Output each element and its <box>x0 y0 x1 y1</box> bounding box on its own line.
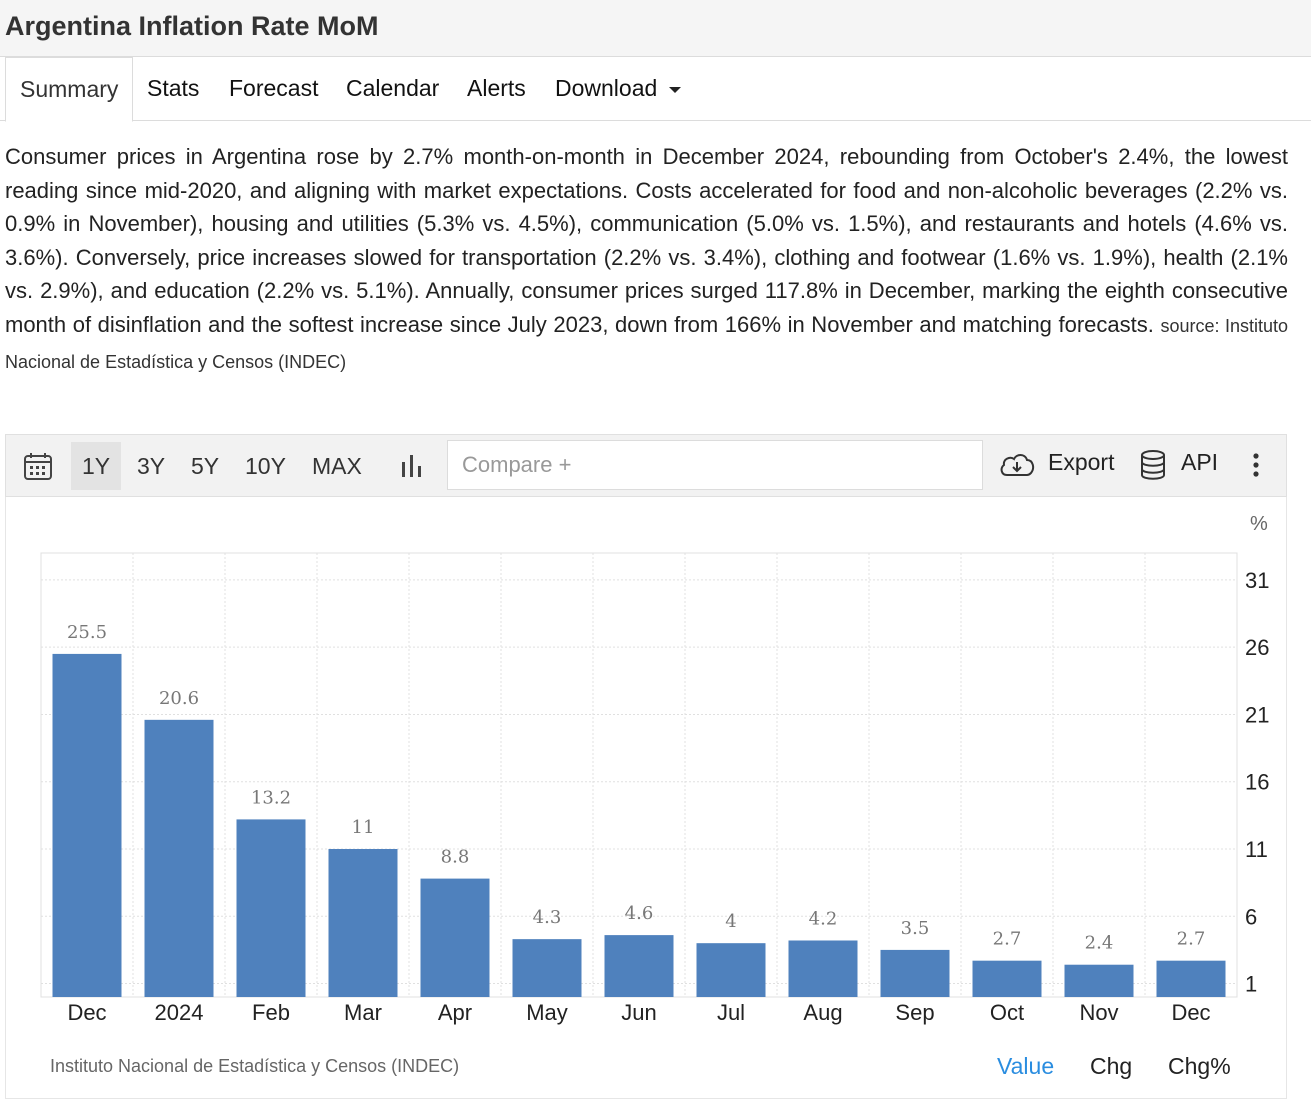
summary-source: source: Instituto Nacional de Estadístic… <box>5 315 1288 372</box>
x-tick-label: Nov <box>1079 1000 1118 1025</box>
bar <box>880 949 950 997</box>
x-tick-label: Dec <box>1171 1000 1210 1025</box>
x-tick-label: Jul <box>717 1000 745 1025</box>
bar-value-label: 25.5 <box>67 622 107 643</box>
bar-value-label: 4.6 <box>625 903 654 924</box>
view-chg-percent-button[interactable]: Chg% <box>1168 1053 1231 1079</box>
bar <box>512 939 582 997</box>
more-vertical-icon[interactable] <box>1249 451 1263 479</box>
export-button[interactable]: Export <box>1048 449 1115 475</box>
x-tick-label: Aug <box>803 1000 842 1025</box>
chevron-down-icon <box>669 86 682 93</box>
tab-download-label: Download <box>555 75 658 101</box>
database-icon[interactable] <box>1139 449 1167 481</box>
range-3y-button[interactable]: 3Y <box>137 453 166 479</box>
y-tick-label: 26 <box>1245 635 1269 660</box>
plot-frame <box>40 552 1238 998</box>
bar-value-label: 4.2 <box>809 908 838 929</box>
chart-source: Instituto Nacional de Estadística y Cens… <box>50 1056 460 1076</box>
x-tick-label: Apr <box>438 1000 472 1025</box>
tab-forecast[interactable]: Forecast <box>229 75 319 101</box>
range-5y-button[interactable]: 5Y <box>191 453 220 479</box>
tab-summary[interactable]: Summary <box>5 57 134 122</box>
tab-download[interactable]: Download <box>555 57 682 121</box>
bar-value-label: 11 <box>352 817 375 838</box>
y-tick-label: 16 <box>1245 770 1269 795</box>
cloud-download-icon[interactable] <box>998 450 1036 480</box>
x-tick-label: Oct <box>990 1000 1024 1025</box>
api-button[interactable]: API <box>1181 449 1219 475</box>
title-bar: Argentina Inflation Rate MoM <box>0 0 1311 57</box>
summary-body: Consumer prices in Argentina rose by 2.7… <box>5 144 1288 337</box>
bar <box>52 653 122 997</box>
x-tick-label: Feb <box>252 1000 290 1025</box>
bar <box>420 878 490 997</box>
y-unit-label: % <box>1250 513 1268 535</box>
view-value-button[interactable]: Value <box>997 1053 1055 1079</box>
tab-calendar[interactable]: Calendar <box>346 75 440 101</box>
bar-value-label: 2.7 <box>993 929 1022 950</box>
x-tick-label: Mar <box>344 1000 382 1025</box>
x-tick-label: Sep <box>895 1000 934 1025</box>
y-tick-label: 31 <box>1245 568 1269 593</box>
bar-value-label: 20.6 <box>159 688 199 709</box>
bar-value-label: 2.4 <box>1085 933 1114 954</box>
bar <box>788 940 858 997</box>
bar <box>696 943 766 997</box>
y-tick-label: 1 <box>1245 972 1257 997</box>
bar <box>144 719 214 997</box>
tab-stats[interactable]: Stats <box>147 75 200 101</box>
bar <box>972 960 1042 997</box>
bar <box>236 819 306 997</box>
bar-value-label: 13.2 <box>251 787 291 808</box>
bar <box>604 935 674 997</box>
range-1y-button[interactable]: 1Y <box>71 442 122 490</box>
bar-value-label: 4.3 <box>533 907 562 928</box>
tab-alerts[interactable]: Alerts <box>467 75 526 101</box>
range-max-button[interactable]: MAX <box>312 453 362 479</box>
calendar-icon[interactable] <box>23 451 53 481</box>
y-tick-label: 11 <box>1245 837 1268 862</box>
bar-value-label: 4 <box>725 911 736 932</box>
bar <box>1156 960 1226 997</box>
y-tick-label: 21 <box>1245 702 1269 727</box>
range-10y-button[interactable]: 10Y <box>245 453 286 479</box>
bar-chart-icon[interactable] <box>399 453 425 479</box>
x-tick-label: 2024 <box>155 1000 204 1025</box>
bar-value-label: 3.5 <box>901 918 930 939</box>
bar-value-label: 2.7 <box>1177 929 1206 950</box>
view-chg-button[interactable]: Chg <box>1090 1053 1133 1079</box>
bar-value-label: 8.8 <box>441 847 470 868</box>
tab-bar: Summary Stats Forecast Calendar Alerts D… <box>0 57 1311 122</box>
x-tick-label: Dec <box>67 1000 106 1025</box>
y-tick-label: 6 <box>1245 904 1257 929</box>
bar <box>1064 964 1134 997</box>
bar <box>328 849 398 997</box>
page-title: Argentina Inflation Rate MoM <box>5 11 379 41</box>
summary-text: Consumer prices in Argentina rose by 2.7… <box>5 140 1288 379</box>
compare-input[interactable] <box>447 440 983 490</box>
x-tick-label: Jun <box>621 1000 656 1025</box>
x-tick-label: May <box>526 1000 568 1025</box>
